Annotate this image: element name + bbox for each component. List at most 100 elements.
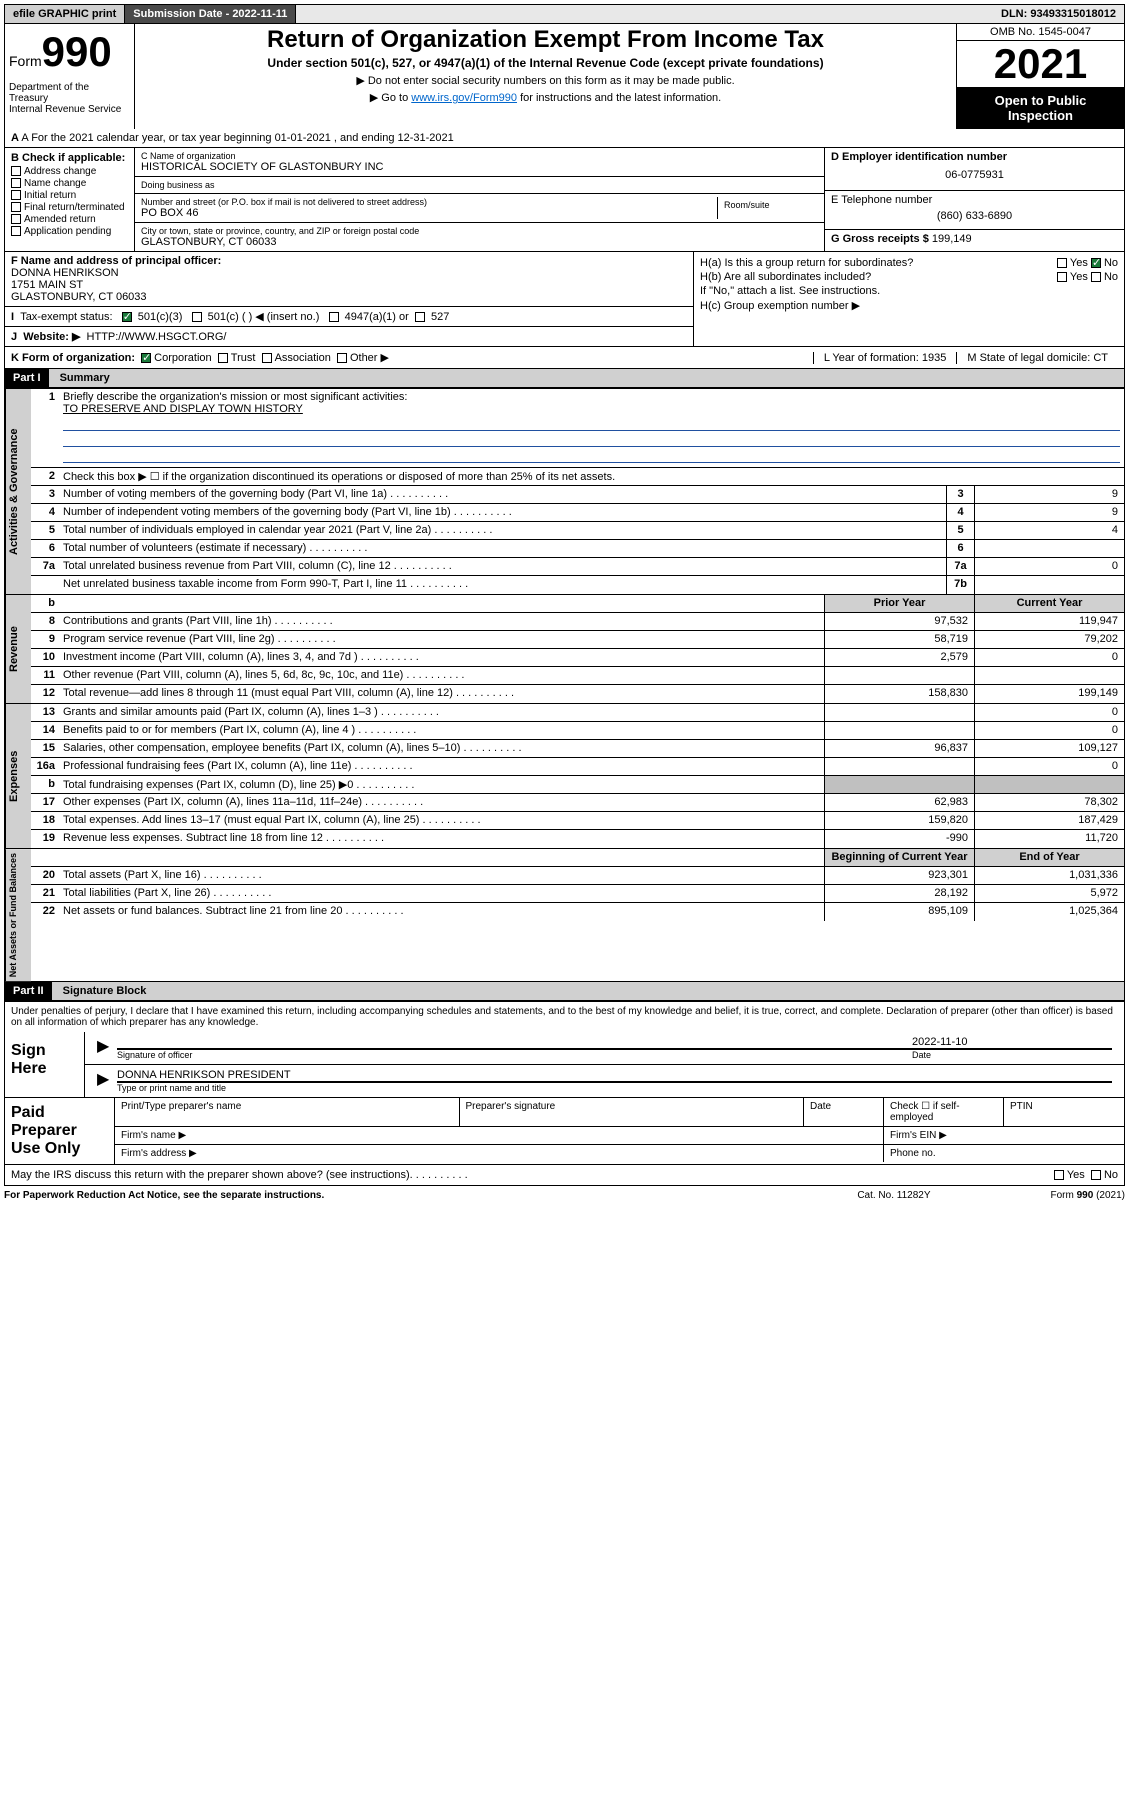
officer-addr2: GLASTONBURY, CT 06033 — [11, 291, 147, 303]
prep-ptin-label: PTIN — [1004, 1098, 1124, 1126]
table-row: 21Total liabilities (Part X, line 26)28,… — [31, 885, 1124, 903]
top-bar: efile GRAPHIC print Submission Date - 20… — [4, 4, 1125, 24]
room-label: Room/suite — [724, 200, 812, 210]
prep-check-label: Check ☐ if self-employed — [884, 1098, 1004, 1126]
city-label: City or town, state or province, country… — [141, 226, 818, 236]
table-row: 16aProfessional fundraising fees (Part I… — [31, 758, 1124, 776]
501c3-checkbox[interactable] — [122, 312, 132, 322]
hb-no[interactable] — [1091, 272, 1101, 282]
table-row: 13Grants and similar amounts paid (Part … — [31, 704, 1124, 722]
efile-button[interactable]: efile GRAPHIC print — [5, 5, 125, 23]
sig-name-label: Type or print name and title — [117, 1081, 1112, 1093]
footer: For Paperwork Reduction Act Notice, see … — [4, 1186, 1125, 1205]
tax-exempt-label: Tax-exempt status: — [20, 311, 112, 323]
website-label: Website: ▶ — [23, 331, 80, 343]
k-other[interactable] — [337, 353, 347, 363]
irs-link[interactable]: www.irs.gov/Form990 — [411, 92, 517, 104]
discuss-yes[interactable] — [1054, 1170, 1064, 1180]
col-b-hdr: b — [31, 595, 59, 612]
table-row: 12Total revenue—add lines 8 through 11 (… — [31, 685, 1124, 703]
omb-number: OMB No. 1545-0047 — [957, 24, 1124, 41]
ein-value: 06-0775931 — [831, 163, 1118, 187]
org-info-grid: B Check if applicable: Address changeNam… — [4, 148, 1125, 252]
org-name: HISTORICAL SOCIETY OF GLASTONBURY INC — [141, 161, 818, 173]
discuss-no[interactable] — [1091, 1170, 1101, 1180]
table-row: 11Other revenue (Part VIII, column (A), … — [31, 667, 1124, 685]
hb-line: H(b) Are all subordinates included? Yes … — [700, 271, 1118, 283]
ha-no[interactable] — [1091, 258, 1101, 268]
table-row: 4Number of independent voting members of… — [31, 504, 1124, 522]
side-label-rev: Revenue — [5, 595, 31, 703]
q1-value: TO PRESERVE AND DISPLAY TOWN HISTORY — [63, 403, 303, 415]
org-name-label: C Name of organization — [141, 151, 818, 161]
part2-title: Signature Block — [63, 985, 147, 997]
row-f-label: F Name and address of principal officer: — [11, 255, 221, 267]
k-trust[interactable] — [218, 353, 228, 363]
instruction-line-1: ▶ Do not enter social security numbers o… — [143, 74, 948, 87]
form-header: Form990 Department of the Treasury Inter… — [4, 24, 1125, 129]
dept-label: Department of the Treasury Internal Reve… — [9, 82, 130, 115]
table-row: 19Revenue less expenses. Subtract line 1… — [31, 830, 1124, 848]
signature-block: Under penalties of perjury, I declare th… — [4, 1002, 1125, 1165]
table-row: 9Program service revenue (Part VIII, lin… — [31, 631, 1124, 649]
checkbox-name-change[interactable]: Name change — [11, 178, 128, 189]
hb-yes[interactable] — [1057, 272, 1067, 282]
501c-checkbox[interactable] — [192, 312, 202, 322]
table-row: Net unrelated business taxable income fr… — [31, 576, 1124, 594]
city-value: GLASTONBURY, CT 06033 — [141, 236, 818, 248]
col-b-checkboxes: B Check if applicable: Address changeNam… — [5, 148, 135, 251]
open-to-public: Open to Public Inspection — [957, 87, 1124, 129]
q2-text: Check this box ▶ ☐ if the organization d… — [59, 468, 1124, 485]
table-row: 15Salaries, other compensation, employee… — [31, 740, 1124, 758]
revenue-section: Revenue b Prior Year Current Year 8Contr… — [4, 595, 1125, 704]
table-row: bTotal fundraising expenses (Part IX, co… — [31, 776, 1124, 794]
tel-label: E Telephone number — [831, 194, 1118, 206]
part1-header: Part I — [5, 369, 49, 387]
sig-arrow-icon: ▶ — [91, 1034, 111, 1062]
part1-title: Summary — [60, 372, 110, 384]
paid-preparer-label: Paid Preparer Use Only — [5, 1098, 115, 1164]
sig-arrow-icon-2: ▶ — [91, 1067, 111, 1095]
col-c-org: C Name of organization HISTORICAL SOCIET… — [135, 148, 824, 251]
checkbox-address-change[interactable]: Address change — [11, 166, 128, 177]
checkbox-initial-return[interactable]: Initial return — [11, 190, 128, 201]
m-state: M State of legal domicile: CT — [956, 352, 1118, 364]
row-f-h: F Name and address of principal officer:… — [4, 252, 1125, 347]
table-row: 6Total number of volunteers (estimate if… — [31, 540, 1124, 558]
firm-addr-label: Firm's address ▶ — [115, 1145, 884, 1162]
website-value: HTTP://WWW.HSGCT.ORG/ — [87, 331, 227, 343]
ha-yes[interactable] — [1057, 258, 1067, 268]
footer-mid: Cat. No. 11282Y — [857, 1190, 930, 1201]
k-assoc[interactable] — [262, 353, 272, 363]
hb2-line: If "No," attach a list. See instructions… — [700, 285, 1118, 297]
table-row: 20Total assets (Part X, line 16)923,3011… — [31, 867, 1124, 885]
k-corp[interactable] — [141, 353, 151, 363]
ein-label: D Employer identification number — [831, 151, 1118, 163]
sig-date: 2022-11-10 — [912, 1036, 1112, 1048]
side-label-exp: Expenses — [5, 704, 31, 848]
footer-right: Form 990 (2021) — [1051, 1190, 1125, 1201]
prep-sig-label: Preparer's signature — [460, 1098, 805, 1126]
discuss-line: May the IRS discuss this return with the… — [4, 1165, 1125, 1186]
tax-year: 2021 — [957, 41, 1124, 87]
prep-name-label: Print/Type preparer's name — [115, 1098, 460, 1126]
prior-year-hdr: Prior Year — [824, 595, 974, 612]
sign-here-label: Sign Here — [5, 1032, 85, 1097]
footer-left: For Paperwork Reduction Act Notice, see … — [4, 1190, 324, 1201]
prep-date-label: Date — [804, 1098, 884, 1126]
527-checkbox[interactable] — [415, 312, 425, 322]
table-row: 17Other expenses (Part IX, column (A), l… — [31, 794, 1124, 812]
checkbox-amended-return[interactable]: Amended return — [11, 214, 128, 225]
dba-label: Doing business as — [141, 180, 818, 190]
tel-value: (860) 633-6890 — [831, 206, 1118, 226]
side-label-net: Net Assets or Fund Balances — [5, 849, 31, 981]
form-subtitle: Under section 501(c), 527, or 4947(a)(1)… — [143, 56, 948, 70]
checkbox-final-return-terminated[interactable]: Final return/terminated — [11, 202, 128, 213]
q1-text: Briefly describe the organization's miss… — [63, 391, 407, 403]
table-row: 22Net assets or fund balances. Subtract … — [31, 903, 1124, 921]
addr-label: Number and street (or P.O. box if mail i… — [141, 197, 717, 207]
current-year-hdr: Current Year — [974, 595, 1124, 612]
checkbox-application-pending[interactable]: Application pending — [11, 226, 128, 237]
4947-checkbox[interactable] — [329, 312, 339, 322]
submission-date-button[interactable]: Submission Date - 2022-11-11 — [125, 5, 296, 23]
